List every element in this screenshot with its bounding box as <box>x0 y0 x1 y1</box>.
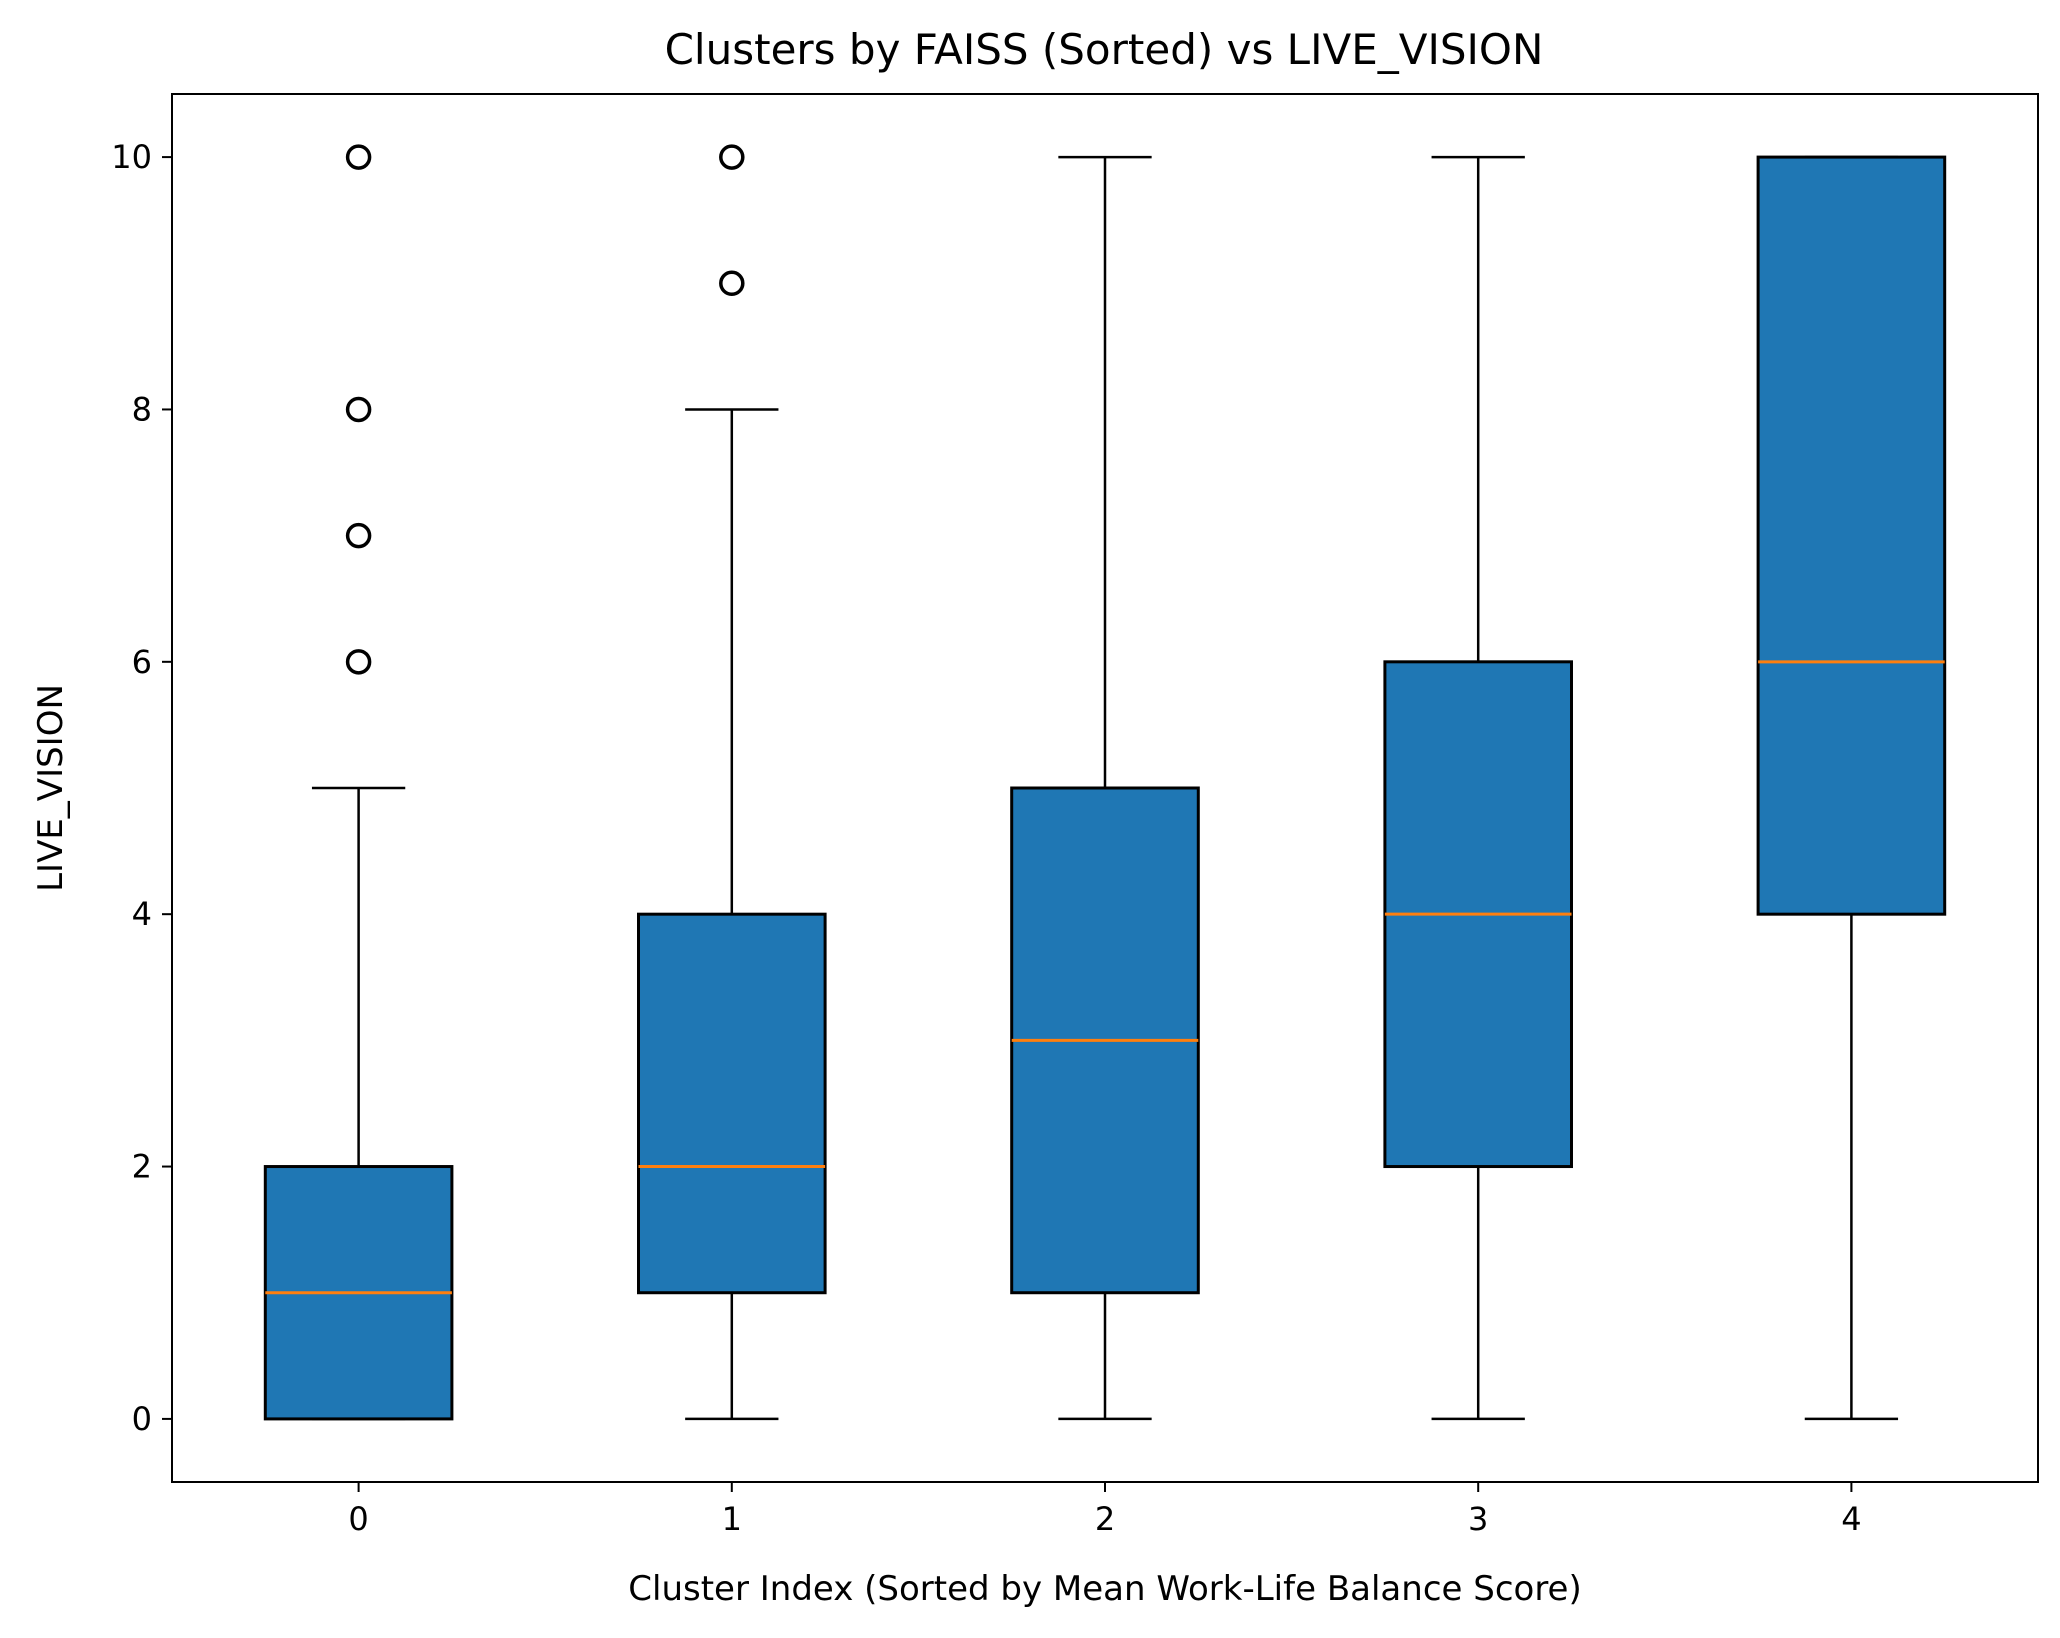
box-group-1 <box>637 144 827 1421</box>
x-axis-label: Cluster Index (Sorted by Mean Work-Life … <box>628 1569 1581 1609</box>
x-tick-label: 0 <box>348 1500 368 1538</box>
box-group-0 <box>263 144 454 1421</box>
box-group-4 <box>1756 155 1947 1421</box>
plot-frame <box>171 93 2039 1483</box>
outlier-point <box>345 144 372 170</box>
chart-title: Clusters by FAISS (Sorted) vs LIVE_VISIO… <box>665 25 1544 74</box>
box-group-2 <box>1010 155 1200 1421</box>
outlier-point <box>719 270 745 297</box>
plot-area: 0 1 2 3 4 0 2 4 6 8 10 <box>111 138 1947 1538</box>
x-tick-label: 4 <box>1841 1500 1861 1538</box>
y-tick-label: 10 <box>111 138 152 176</box>
outlier-point <box>345 396 372 423</box>
y-axis-label: LIVE_VISION <box>31 684 71 892</box>
y-tick-label: 2 <box>132 1148 152 1186</box>
x-tick-label: 2 <box>1095 1500 1115 1538</box>
y-tick-label: 8 <box>132 390 152 428</box>
box-group-3 <box>1383 155 1574 1421</box>
x-tick-label: 3 <box>1468 1500 1488 1538</box>
y-tick-label: 6 <box>132 643 152 681</box>
box-1 <box>637 912 827 1295</box>
y-tick-label: 4 <box>132 895 152 933</box>
y-tick-label: 0 <box>132 1400 152 1438</box>
outlier-point <box>345 522 372 549</box>
outlier-point <box>345 649 372 675</box>
outlier-point <box>719 144 745 170</box>
x-tick-label: 1 <box>722 1500 742 1538</box>
box-4 <box>1756 155 1947 916</box>
